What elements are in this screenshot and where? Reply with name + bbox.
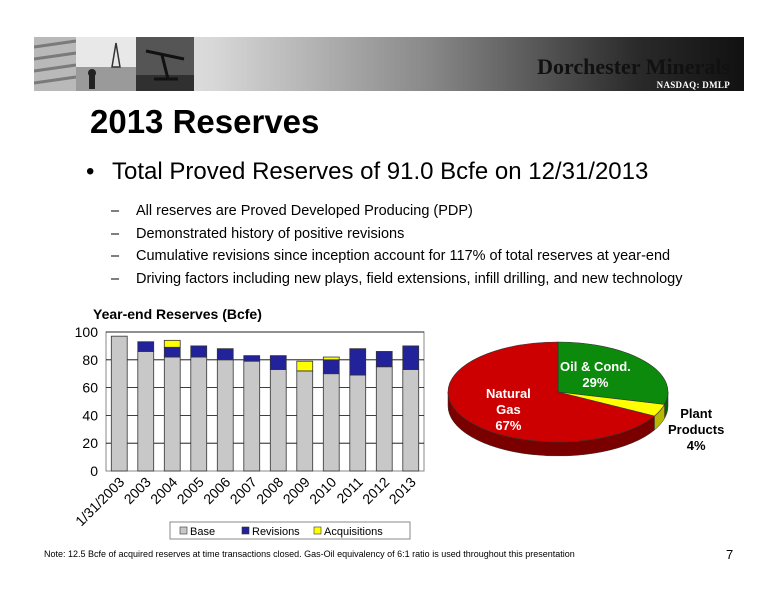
sub-bullet-text: All reserves are Proved Developed Produc… <box>136 203 473 219</box>
y-tick-label: 40 <box>82 407 98 423</box>
pie-label-plant-line1: Plant <box>680 406 713 421</box>
sub-bullet-text: Cumulative revisions since inception acc… <box>136 248 671 264</box>
ticker-symbol: NASDAQ: DMLP <box>656 80 730 90</box>
slide-title: 2013 Reserves <box>90 103 320 140</box>
sub-bullet-list: – All reserves are Proved Developed Produ… <box>111 200 682 290</box>
y-tick-label: 20 <box>82 435 98 451</box>
x-tick-label: 2009 <box>280 474 313 507</box>
bar-segment-revisions <box>216 348 234 361</box>
x-tick-label: 1/31/2003 <box>72 474 128 530</box>
pie-label-gas: Natural Gas 67% <box>486 386 531 434</box>
legend-swatch <box>179 526 188 535</box>
bar-chart-title: Year-end Reserves (Bcfe) <box>93 306 262 322</box>
bar-segment-base <box>137 351 155 472</box>
sub-bullet-text: Driving factors including new plays, fie… <box>136 270 683 287</box>
bar-segment-revisions <box>269 355 287 370</box>
pie-label-plant: Plant Products 4% <box>668 406 724 454</box>
reserves-bar-chart: 0204060801001/31/20032003200420052006200… <box>72 324 425 540</box>
pie-label-oil-line2: 29% <box>582 375 609 390</box>
sub-bullet: – All reserves are Proved Developed Produ… <box>111 200 682 223</box>
y-tick-label: 100 <box>75 324 99 340</box>
bar-segment-base <box>216 359 234 472</box>
bar-segment-revisions <box>137 341 155 352</box>
y-tick-label: 0 <box>90 463 98 479</box>
bar-segment-base <box>190 356 208 472</box>
main-bullet-text: Total Proved Reserves of 91.0 Bcfe on 12… <box>112 158 649 185</box>
sub-bullet: – Driving factors including new plays, fi… <box>111 268 682 291</box>
bar-segment-acquisitions <box>163 339 181 348</box>
sub-bullet-text: Demonstrated history of positive revisio… <box>136 225 405 242</box>
bar-segment-revisions <box>163 346 181 358</box>
legend-label: Base <box>190 526 215 538</box>
bar-segment-acquisitions <box>296 360 314 372</box>
company-name: Dorchester Minerals <box>537 54 730 79</box>
x-tick-label: 2004 <box>147 474 180 507</box>
sub-bullet: – Demonstrated history of positive revisi… <box>111 223 682 246</box>
x-tick-label: 2011 <box>333 474 366 507</box>
pie-label-plant-line2: Products <box>668 422 725 437</box>
bar-segment-revisions <box>243 355 261 362</box>
bar-segment-base <box>322 373 340 472</box>
dash-marker: – <box>111 203 120 219</box>
oilfield-photo-strip <box>34 37 194 91</box>
pie-label-oil-line1: Oil & Cond. <box>560 359 631 374</box>
legend-label: Acquisitions <box>324 526 383 538</box>
x-tick-label: 2008 <box>253 474 286 507</box>
page-number: 7 <box>726 547 734 562</box>
bar-segment-base <box>375 366 393 472</box>
bar-segment-acquisitions <box>322 356 340 361</box>
x-tick-label: 2012 <box>359 474 392 507</box>
dash-marker: – <box>111 270 120 287</box>
pie-slice <box>447 341 656 443</box>
bar-segment-base <box>269 369 287 472</box>
reserves-pie-chart <box>447 341 669 457</box>
dash-marker: – <box>111 248 120 264</box>
x-tick-label: 2006 <box>200 474 233 507</box>
dash-marker: – <box>111 225 120 242</box>
x-tick-label: 2010 <box>306 474 339 507</box>
bar-segment-base <box>402 369 420 472</box>
plot-area <box>105 331 425 472</box>
bar-segment-revisions <box>402 345 420 370</box>
bullet-marker: • <box>86 158 95 185</box>
bar-segment-revisions <box>190 345 208 358</box>
y-tick-label: 80 <box>82 352 98 368</box>
bar-segment-revisions <box>322 359 340 375</box>
pie-label-gas-line2: Gas <box>496 402 521 417</box>
bar-segment-base <box>163 356 181 472</box>
bar-legend: Base Revisions Acquisitions <box>169 521 411 540</box>
pie-label-gas-line3: 67% <box>495 418 522 433</box>
pie-label-oil: Oil & Cond. 29% <box>560 359 631 391</box>
bar-segment-base <box>296 370 314 472</box>
legend-label: Revisions <box>252 526 300 538</box>
bar-segment-base <box>349 374 367 472</box>
sub-bullet: – Cumulative revisions since inception ac… <box>111 245 682 268</box>
main-bullet: • Total Proved Reserves of 91.0 Bcfe on 1… <box>86 158 648 186</box>
x-tick-label: 2005 <box>174 474 207 507</box>
x-tick-label: 2013 <box>386 474 419 507</box>
bar-segment-revisions <box>349 348 367 376</box>
pie-label-gas-line1: Natural <box>486 386 531 401</box>
y-tick-label: 60 <box>82 380 98 396</box>
legend-swatch <box>241 526 250 535</box>
legend-swatch <box>313 526 322 535</box>
pie-slice <box>557 341 669 405</box>
legend-box <box>169 521 411 540</box>
bar-segment-revisions <box>375 351 393 368</box>
x-tick-label: 2003 <box>121 474 154 507</box>
x-tick-label: 2007 <box>227 474 260 507</box>
bar-segment-base <box>110 335 128 472</box>
footnote: Note: 12.5 Bcfe of acquired reserves at … <box>44 549 575 559</box>
bar-segment-base <box>243 360 261 472</box>
pie-label-plant-line3: 4% <box>686 438 706 453</box>
